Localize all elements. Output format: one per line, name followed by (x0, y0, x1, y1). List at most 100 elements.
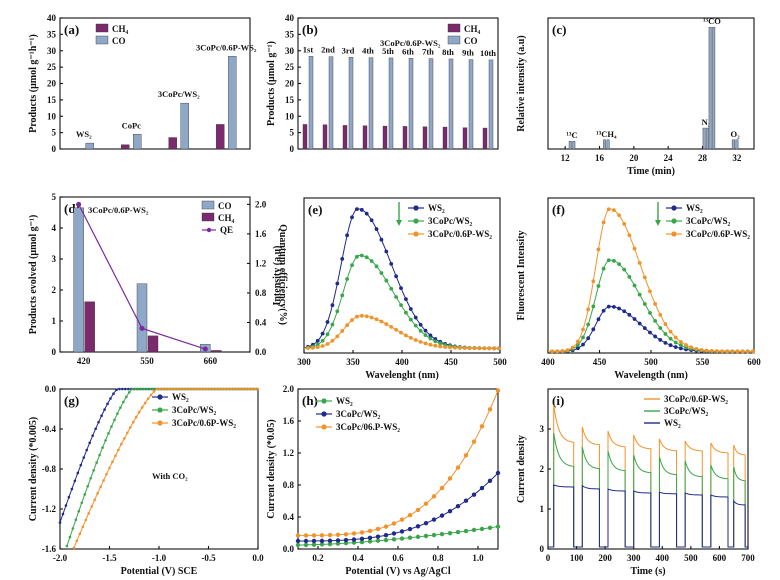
panel-b-ytick-label: 40 (285, 13, 295, 23)
panel-b-category-label: 5th (382, 46, 394, 56)
panel-g-legend-label: 3CoPc/WS₂ (172, 405, 216, 415)
panel-h-series-point (391, 521, 397, 526)
panel-c-xtick-label: 16 (595, 153, 605, 163)
panel-g-series-point (96, 492, 99, 495)
panel-h-series-point (327, 541, 333, 547)
panel-e-xtick-label: 300 (297, 357, 311, 367)
panel-h-xtick-label: 0.8 (432, 553, 444, 563)
panel-f-legend-label: 3CoPc/WS₂ (686, 216, 730, 226)
panel-h-series-point (335, 532, 341, 537)
panel-g-series-point (88, 441, 91, 445)
panel-f-series-point (617, 213, 621, 218)
panel-e-series-point (345, 277, 350, 281)
panel-g-series-point (91, 434, 94, 437)
panel-f-series-point (704, 348, 709, 353)
panel-f-series-point (673, 335, 678, 340)
panel-h-legend-label: 3CoPc/WS₂ (336, 409, 380, 419)
panel-g-series-point (101, 446, 104, 449)
panel-e-series-point (423, 328, 428, 333)
panel-c-peak (708, 26, 712, 150)
panel-h-series-point (415, 524, 421, 529)
panel-f-series-point (648, 289, 652, 294)
panel-b-bar-CO (348, 57, 354, 150)
panel-a: (a) 0 5 10 15 20 25 30 35 40 Products (μmol g⁻¹h⁻¹… (28, 13, 257, 154)
panel-f: (f) 400 450 500 550 600 Wavelength (nm) Fluores… (516, 197, 761, 381)
panel-b-ytick-label: 20 (285, 79, 295, 89)
panel-b-bar-CO (368, 57, 374, 150)
panel-f-series-point (612, 208, 616, 213)
panel-h-series-point (359, 530, 365, 535)
panel-e-xtick-label: 500 (493, 357, 507, 367)
panel-h-series-point (407, 513, 413, 518)
panel-a-bar-CH₄ (216, 124, 225, 150)
panel-e-series-point (389, 261, 394, 266)
panel-g-series-point (176, 387, 180, 391)
panel-h-series-point (455, 529, 461, 535)
panel-f-series-point (637, 321, 642, 326)
panel-e-series-point (418, 339, 423, 344)
panel-h-series-point (391, 537, 397, 542)
panel-g-series-point (84, 518, 88, 522)
panel-g-series-point (98, 453, 101, 457)
panel-h-series-point (415, 507, 421, 513)
panel-e-series-point (320, 344, 325, 348)
panel-h-series-point (303, 542, 309, 548)
panel-f-series-point (663, 332, 668, 336)
panel-h-xtick-label: 0.6 (392, 553, 404, 563)
panel-a-bar-CO (85, 142, 94, 150)
panel-f-xlabel: Wavelength (nm) (614, 370, 688, 381)
panel-g-series-point (200, 387, 203, 391)
panel-f-series-point (627, 275, 632, 279)
panel-b-bar-CO (448, 58, 454, 150)
panel-f-series-point (678, 343, 683, 348)
panel-f-xtick-label: 500 (644, 357, 658, 367)
panel-h-series-point (495, 388, 501, 393)
panel-h-series-point (487, 478, 493, 484)
panel-e-series-point (384, 278, 389, 283)
panel-b-bar-CH₄ (302, 124, 308, 150)
panel-e: (e) 300 350 400 450 500 Wavelenght (nm) Intensi… (272, 197, 507, 381)
panel-g-series-point (80, 501, 84, 505)
panel-d-right-ytick-label: 2.0 (255, 199, 267, 209)
panel-e-series-point (350, 263, 354, 268)
panel-g-series-point (76, 471, 80, 475)
panel-g-series-point (182, 387, 186, 391)
panel-h-series-point (383, 524, 389, 529)
panel-e-series-point (384, 322, 389, 326)
panel-f-series-point (684, 343, 688, 347)
panel-h-series-point (423, 533, 429, 539)
panel-g-series-point (75, 539, 79, 543)
panel-g-series-point (215, 387, 218, 391)
panel-b-annotation: 3CoPc/0.6P-WS₂ (380, 38, 441, 48)
panel-g-legend-marker (157, 407, 163, 413)
panel-g-series-point (116, 412, 119, 415)
panel-a-ytick-label: 25 (47, 62, 57, 72)
panel-b-category-label: 1st (303, 44, 314, 54)
panel-g-xtick-label: -1.5 (102, 553, 117, 563)
panel-h-series-point (319, 542, 325, 547)
panel-e-legend-label: WS₂ (428, 203, 445, 213)
panel-b-bar-CH₄ (382, 125, 388, 150)
panel-b-legend-swatch (447, 35, 461, 45)
panel-f-arrow-head (655, 220, 661, 226)
panel-e-series-point (335, 309, 340, 314)
panel-g-series-point (104, 439, 107, 442)
panel-c-peak (702, 127, 706, 150)
panel-h-series-point (399, 517, 405, 522)
panel-f-xtick-label: 400 (541, 357, 555, 367)
panel-g-series-point (203, 387, 206, 391)
panel-e-series-point (340, 293, 345, 298)
panel-a-category-label: 3CoPc/0.6P-WS₂ (196, 42, 257, 52)
panel-i-ylabel: Current density (516, 435, 527, 503)
panel-c-peak-label: ¹³CO (703, 16, 721, 26)
panel-f-series-point (555, 349, 560, 354)
panel-b-legend-label: CH₄ (464, 24, 481, 34)
panel-e-series-point (345, 323, 350, 328)
panel-e-series-point (413, 315, 418, 320)
panel-h-series-point (463, 528, 469, 534)
panel-e-series-point (350, 318, 354, 322)
panel-g-series-point (83, 493, 87, 496)
panel-g-series-point (86, 484, 90, 488)
panel-f-series-point (678, 339, 683, 344)
panel-b-bar-CO (388, 57, 394, 150)
